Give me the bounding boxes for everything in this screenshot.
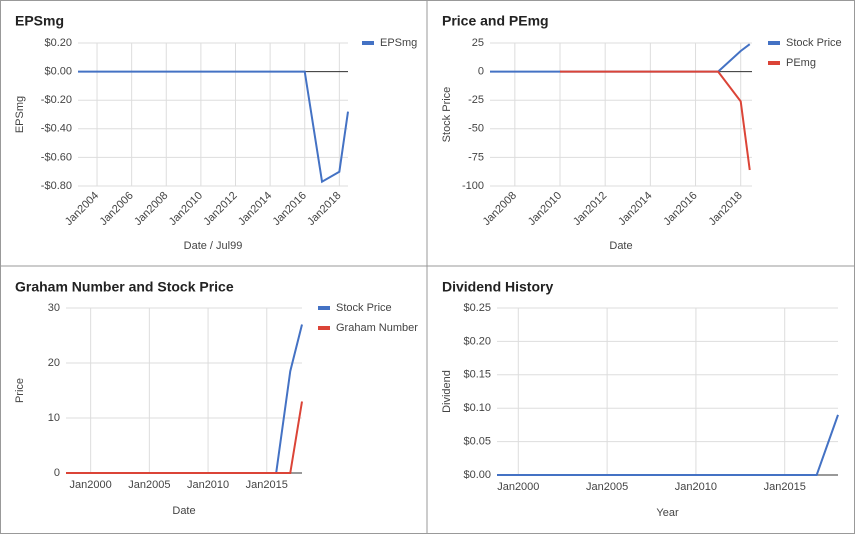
y-tick-label: 10 (48, 412, 60, 424)
x-tick-label: Jan2016 (271, 190, 309, 228)
y-tick-label: $0.05 (463, 436, 491, 448)
y-tick-label: $0.20 (44, 37, 72, 49)
y-tick-label: $0.00 (44, 66, 72, 78)
x-tick-label: Jan2015 (246, 479, 288, 491)
y-axis-label: Dividend (441, 370, 453, 413)
x-tick-label: Jan2000 (497, 481, 539, 493)
x-tick-label: Jan2018 (707, 190, 745, 228)
chart-title: Graham Number and Stock Price (15, 279, 234, 295)
legend-swatch (768, 61, 780, 65)
x-tick-label: Jan2012 (571, 190, 609, 228)
x-tick-label: Jan2005 (586, 481, 628, 493)
x-tick-label: Jan2014 (236, 190, 274, 228)
series-line (66, 401, 303, 474)
x-tick-label: Jan2000 (70, 479, 112, 491)
series-line (490, 43, 751, 73)
legend-label: PEmg (786, 57, 816, 69)
y-tick-label: -$0.20 (41, 94, 72, 106)
x-tick-label: Jan2010 (526, 190, 564, 228)
chart-title: Dividend History (442, 279, 553, 295)
y-tick-label: 0 (54, 467, 60, 479)
x-tick-label: Jan2014 (616, 190, 654, 228)
x-tick-label: Jan2016 (661, 190, 699, 228)
y-tick-label: -$0.80 (41, 180, 72, 192)
x-tick-label: Jan2010 (675, 481, 717, 493)
series-line (560, 70, 751, 171)
y-tick-label: $0.15 (463, 369, 491, 381)
series-line (497, 414, 839, 476)
y-tick-label: 25 (472, 37, 484, 49)
y-tick-label: $0.20 (463, 335, 491, 347)
legend-label: Stock Price (786, 37, 842, 49)
x-axis-label: Date (609, 240, 632, 252)
y-tick-label: 20 (48, 357, 60, 369)
series-line (78, 70, 349, 184)
y-tick-label: -50 (468, 123, 484, 135)
y-tick-label: 30 (48, 302, 60, 314)
legend-swatch (318, 326, 330, 330)
y-tick-label: -$0.60 (41, 151, 72, 163)
legend-label: Graham Number (336, 322, 418, 334)
y-tick-label: -100 (462, 180, 484, 192)
legend-swatch (318, 306, 330, 310)
y-tick-label: 0 (478, 66, 484, 78)
x-tick-label: Jan2008 (132, 190, 170, 228)
y-axis-label: EPSmg (14, 96, 26, 133)
y-axis-label: Price (14, 378, 26, 403)
x-tick-label: Jan2006 (97, 190, 135, 228)
y-axis-label: Stock Price (441, 87, 453, 143)
x-tick-label: Jan2010 (187, 479, 229, 491)
legend-swatch (768, 41, 780, 45)
y-tick-label: $0.00 (463, 469, 491, 481)
legend-swatch (362, 41, 374, 45)
x-tick-label: Jan2004 (63, 190, 101, 228)
chart-title: Price and PEmg (442, 13, 549, 29)
y-tick-label: $0.25 (463, 302, 491, 314)
x-tick-label: Jan2015 (764, 481, 806, 493)
x-tick-label: Jan2008 (481, 190, 519, 228)
x-tick-label: Jan2005 (128, 479, 170, 491)
x-tick-label: Jan2018 (305, 190, 343, 228)
chart-title: EPSmg (15, 13, 64, 29)
y-tick-label: -$0.40 (41, 123, 72, 135)
y-tick-label: -75 (468, 151, 484, 163)
x-tick-label: Jan2010 (167, 190, 205, 228)
x-axis-label: Date (172, 505, 195, 517)
y-tick-label: $0.10 (463, 402, 491, 414)
x-axis-label: Date / Jul99 (184, 240, 243, 252)
x-axis-label: Year (656, 507, 679, 519)
x-tick-label: Jan2012 (201, 190, 239, 228)
legend-label: EPSmg (380, 37, 417, 49)
legend-label: Stock Price (336, 302, 392, 314)
y-tick-label: -25 (468, 94, 484, 106)
